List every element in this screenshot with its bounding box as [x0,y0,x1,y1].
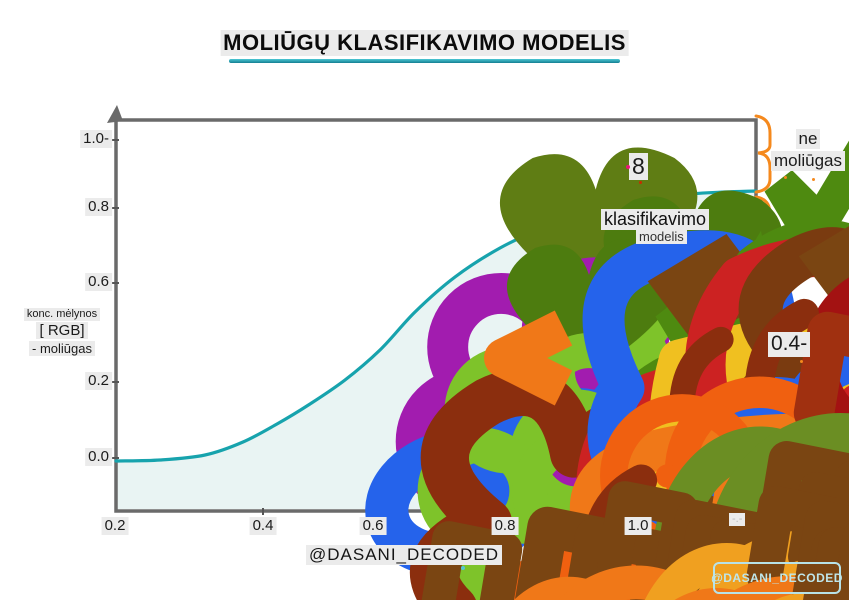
ink-dot [784,176,787,179]
y-tick-label: 0.0 [85,448,112,466]
bracket-ne-moliugas [754,114,772,194]
ink-dot [461,566,465,570]
x-tick-label: 1.0 [624,517,652,535]
x-tick-label: 0.2 [101,517,129,535]
page-title: MOLIŪGŲ KLASIFIKAVIMO MODELIS [220,30,629,56]
y-axis-label: konc. mėlynos [ RGB] - moliūgas [12,308,112,357]
y-tick-label: 0.6 [85,273,112,291]
x-tick-label: 0.4 [249,517,277,535]
annotation-04: 0.4- [768,332,811,357]
curve-label-line1: klasifikavimo [601,209,710,231]
y-tick-label: 0.2 [85,372,112,390]
eight-doodle: 8 [629,153,648,181]
x-tick-label: 0.6 [359,517,387,535]
ink-dot [639,181,642,184]
author-handle: @DASANI_DECODED [305,545,503,566]
faint-extra-tick: -.- [729,513,746,526]
annotation-ne-moliugas: ne moliūgas [770,128,846,172]
x-tick-label: 0.8 [491,517,519,535]
y-tick-label: 1.0- [80,130,112,148]
ink-dot [812,178,815,181]
curve-label-line2: modelis [636,229,687,245]
ink-dot [626,165,630,169]
title-underline [229,59,620,63]
y-tick-label: 0.8 [85,198,112,216]
watermark-badge: @DASANI_DECODED [711,562,842,594]
y-axis-arrow [107,105,123,123]
ink-dot [800,360,803,363]
